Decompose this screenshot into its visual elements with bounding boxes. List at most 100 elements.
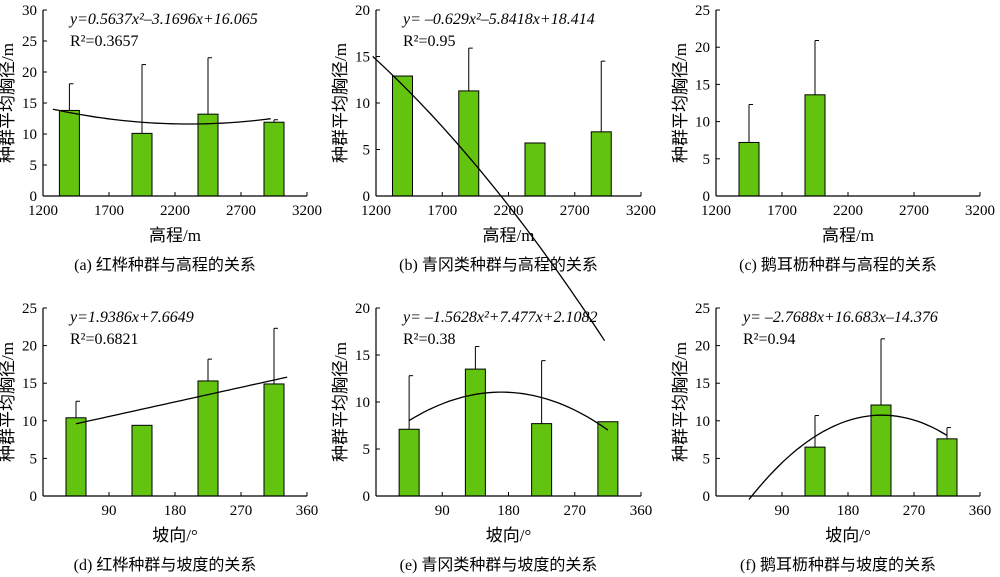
regression-equation: y=0.5637x²–3.1696x+16.065: [68, 11, 258, 28]
trend-line: [75, 376, 288, 425]
bar: [58, 109, 80, 197]
y-tick-label: 10: [22, 414, 37, 430]
trend-line: [748, 414, 948, 500]
regression-equation: y= –2.7688x+16.683x–14.376: [741, 309, 938, 326]
x-axis-title: 高程/m: [483, 226, 535, 245]
x-tick-label: 2700: [899, 203, 929, 219]
y-tick-label: 5: [30, 158, 38, 174]
r-squared: R²=0.94: [743, 331, 796, 348]
bar: [464, 368, 486, 497]
y-tick-label: 15: [695, 77, 710, 93]
y-axis-title: 种群平均胸径/m: [0, 342, 17, 462]
x-tick-label: 2700: [226, 203, 256, 219]
x-axis-title: 高程/m: [822, 226, 874, 245]
bar: [392, 75, 413, 197]
y-axis-title: 种群平均胸径/m: [671, 43, 690, 163]
panel-caption: (f) 鹅耳枥种群与坡度的关系: [740, 556, 936, 574]
bar: [197, 380, 219, 497]
bar: [531, 423, 553, 497]
bar: [590, 131, 612, 197]
panel-caption: (d) 红桦种群与坡度的关系: [74, 556, 257, 574]
y-tick-label: 10: [695, 414, 710, 430]
x-tick-label: 90: [775, 503, 790, 519]
x-tick-label: 90: [102, 503, 117, 519]
trend-line: [408, 391, 609, 431]
x-tick-label: 1200: [28, 203, 58, 219]
chart-panel-c: 0 5 10 15 20 25 1200 1700 2200 2700 3200 高程/m 种群平均胸径…: [671, 3, 995, 274]
trend-line: [52, 108, 271, 125]
y-tick-label: 20: [695, 40, 710, 56]
x-tick-label: 3200: [626, 203, 656, 219]
bar: [870, 404, 892, 497]
y-tick-label: 25: [695, 3, 710, 19]
x-axis-title: 高程/m: [149, 226, 201, 245]
r-squared: R²=0.95: [403, 33, 456, 50]
trend-line: [372, 55, 606, 342]
panel-caption: (e) 青冈类种群与坡度的关系: [400, 556, 598, 574]
r-squared: R²=0.6821: [70, 331, 139, 348]
bar: [131, 424, 153, 497]
y-tick-label: 25: [22, 301, 37, 317]
x-tick-label: 90: [435, 503, 450, 519]
y-tick-label: 20: [695, 339, 710, 355]
bar: [263, 383, 285, 497]
bar: [597, 421, 619, 497]
x-tick-label: 1700: [427, 203, 457, 219]
y-tick-label: 5: [363, 143, 371, 159]
bar: [458, 90, 480, 197]
x-tick-label: 2200: [833, 203, 863, 219]
y-tick-label: 30: [22, 3, 37, 19]
regression-equation: y= –1.5628x²+7.477x+2.1082: [401, 309, 598, 326]
regression-equation: y=1.9386x+7.6649: [68, 309, 194, 326]
x-tick-label: 1700: [94, 203, 124, 219]
bar: [197, 113, 219, 197]
x-axis-title: 坡向/°: [825, 526, 871, 545]
x-tick-label: 3200: [292, 203, 322, 219]
x-tick-label: 360: [296, 503, 319, 519]
x-tick-label: 270: [903, 503, 926, 519]
x-tick-label: 1700: [767, 203, 797, 219]
y-tick-label: 10: [22, 127, 37, 143]
y-tick-label: 10: [695, 115, 710, 131]
y-tick-label: 0: [363, 189, 371, 205]
y-tick-label: 15: [355, 50, 370, 66]
x-tick-label: 180: [497, 503, 520, 519]
y-tick-label: 20: [355, 301, 370, 317]
y-tick-label: 0: [703, 489, 711, 505]
y-tick-label: 20: [22, 65, 37, 81]
x-tick-label: 180: [164, 503, 187, 519]
x-tick-label: 2200: [160, 203, 190, 219]
y-tick-label: 0: [363, 489, 371, 505]
y-tick-label: 15: [695, 376, 710, 392]
bar: [263, 121, 285, 197]
y-tick-label: 5: [363, 442, 371, 458]
bar: [936, 438, 958, 497]
y-tick-label: 0: [30, 489, 38, 505]
y-axis-title: 种群平均胸径/m: [0, 43, 17, 163]
y-tick-label: 5: [30, 451, 38, 467]
regression-equation: y= –0.629x²–5.8418x+18.414: [401, 11, 595, 28]
y-tick-label: 5: [703, 152, 711, 168]
chart-panel-e: 0 5 10 15 20 90 180 270 360 坡向/° 种群平均胸径/m y= –1.562…: [331, 301, 652, 574]
bar: [398, 428, 420, 497]
y-tick-label: 25: [695, 301, 710, 317]
x-tick-label: 270: [230, 503, 253, 519]
y-tick-label: 0: [30, 189, 38, 205]
bar: [738, 141, 760, 197]
y-tick-label: 10: [355, 96, 370, 112]
y-tick-label: 25: [22, 34, 37, 50]
x-tick-label: 360: [630, 503, 653, 519]
chart-panel-f: 0 5 10 15 20 25 90 180 270 360 坡向/° 种群平均胸径/m y= –2.7…: [671, 301, 991, 574]
x-tick-label: 3200: [965, 203, 995, 219]
chart-panel-d: 0 5 10 15 20 25 90 180 270 360 坡向/° 种群平均胸径/m y=1.938…: [0, 301, 318, 574]
y-tick-label: 5: [703, 451, 711, 467]
x-axis-title: 坡向/°: [486, 526, 532, 545]
panel-caption: (a) 红桦种群与高程的关系: [74, 256, 256, 274]
x-tick-label: 2200: [494, 203, 524, 219]
x-tick-label: 360: [969, 503, 992, 519]
y-tick-label: 10: [355, 395, 370, 411]
x-tick-label: 1200: [701, 203, 731, 219]
y-tick-label: 15: [22, 376, 37, 392]
